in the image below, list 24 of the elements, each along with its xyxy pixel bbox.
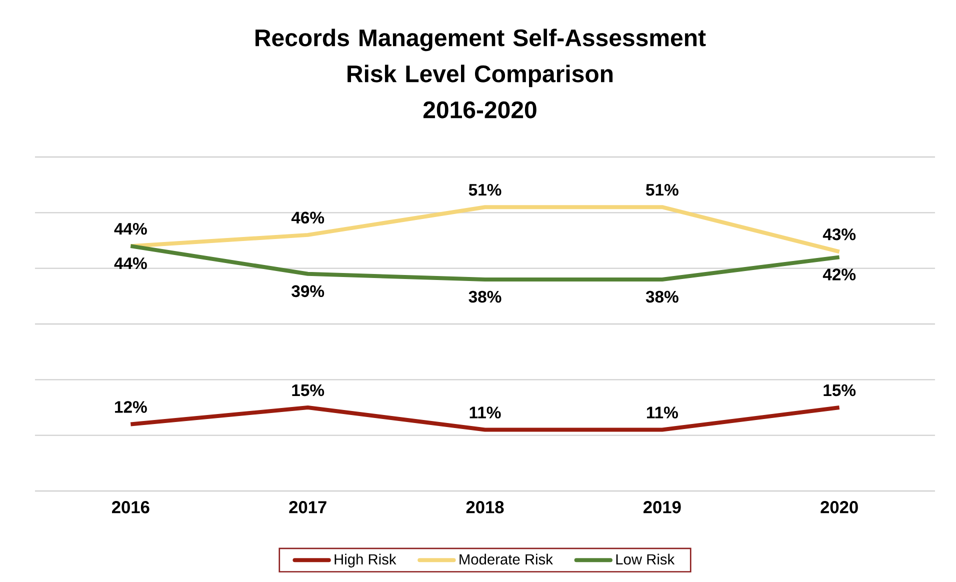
data-label: 38% xyxy=(646,290,678,303)
legend-label: High Risk xyxy=(334,554,396,568)
data-label: 46% xyxy=(291,212,324,224)
legend-label: Low Risk xyxy=(616,554,675,565)
data-label: 11% xyxy=(647,406,678,418)
x-tick-label: 2019 xyxy=(644,501,681,514)
x-tick-label: 2017 xyxy=(289,501,326,514)
data-label: 15% xyxy=(292,384,324,396)
data-label: 51% xyxy=(468,184,502,196)
x-tick-label: 2018 xyxy=(466,501,504,514)
legend-label: Moderate Risk xyxy=(460,554,553,565)
data-label: 39% xyxy=(292,285,324,298)
data-label: 43% xyxy=(822,228,856,240)
data-label: 11% xyxy=(470,406,501,418)
data-label: 44% xyxy=(114,257,147,270)
data-label: 42% xyxy=(822,268,856,280)
data-label: 44% xyxy=(114,222,147,235)
x-tick-label: 2016 xyxy=(112,501,150,514)
data-label: 15% xyxy=(824,384,856,396)
data-label: 38% xyxy=(468,290,502,303)
data-label: 51% xyxy=(646,184,678,196)
data-label: 12% xyxy=(115,401,147,413)
x-tick-label: 2020 xyxy=(820,501,858,514)
chart-title: Records Management Self-Assessment Risk Level Comparison 2016-2020 xyxy=(256,28,706,118)
